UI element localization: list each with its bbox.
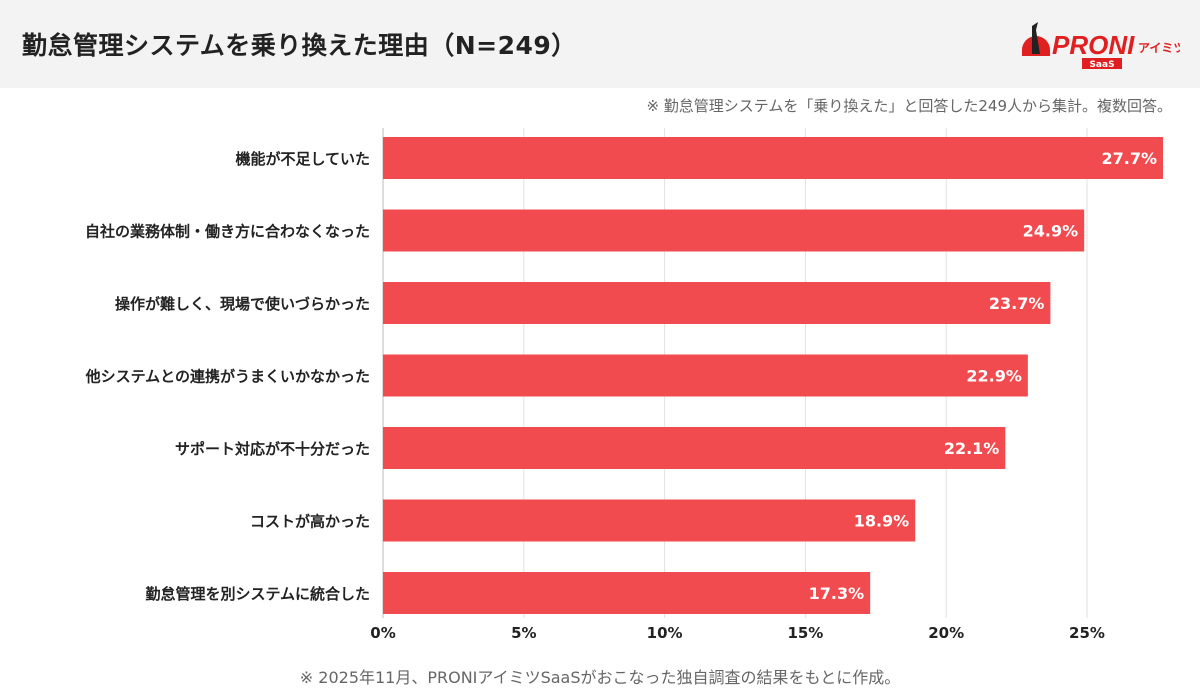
category-label: 操作が難しく、現場で使いづらかった xyxy=(115,295,370,313)
data-label: 18.9% xyxy=(854,512,910,531)
source-footer: ※ 2025年11月、PRONIアイミツSaaSがおこなった独自調査の結果をもと… xyxy=(299,668,901,687)
data-label: 22.1% xyxy=(944,439,1000,458)
x-tick-label: 5% xyxy=(511,624,536,642)
bar xyxy=(383,427,1006,469)
category-label: 勤怠管理を別システムに統合した xyxy=(145,585,370,603)
category-label: コストが高かった xyxy=(250,513,370,531)
x-tick-label: 20% xyxy=(928,624,964,642)
x-tick-label: 15% xyxy=(787,624,823,642)
bar xyxy=(383,209,1085,252)
survey-note: ※ 勤怠管理システムを「乗り換えた」と回答した249人から集計。複数回答。 xyxy=(646,97,1172,115)
svg-text:SaaS: SaaS xyxy=(1089,60,1114,70)
x-tick-label: 10% xyxy=(647,624,683,642)
data-label: 17.3% xyxy=(809,584,865,603)
bar xyxy=(383,282,1051,324)
bar-chart: 0% 5% 10% 15% 20% 25% 27.7% 機能が不足していた 24.9% 自社の業務… xyxy=(85,128,1164,642)
page-title: 勤怠管理システムを乗り換えた理由（N=249） xyxy=(22,31,577,60)
header-band: 勤怠管理システムを乗り換えた理由（N=249） PRONI アイミツ SaaS xyxy=(0,0,1200,88)
svg-text:PRONI: PRONI xyxy=(1052,30,1135,60)
bar xyxy=(383,137,1164,179)
svg-text:アイミツ: アイミツ xyxy=(1138,41,1180,55)
data-label: 22.9% xyxy=(966,367,1022,386)
x-tick-label: 25% xyxy=(1069,624,1105,642)
x-tick-label: 0% xyxy=(370,624,395,642)
data-label: 24.9% xyxy=(1023,222,1079,241)
data-label: 23.7% xyxy=(989,294,1045,313)
category-label: サポート対応が不十分だった xyxy=(175,440,370,458)
bar xyxy=(383,499,916,542)
category-label: 他システムとの連携がうまくいかなかった xyxy=(85,368,370,386)
bar xyxy=(383,354,1028,397)
category-label: 機能が不足していた xyxy=(235,150,370,168)
data-label: 27.7% xyxy=(1102,149,1158,168)
bar xyxy=(383,572,871,614)
proni-logo: PRONI アイミツ SaaS xyxy=(1022,22,1180,70)
category-label: 自社の業務体制・働き方に合わなくなった xyxy=(85,223,370,241)
